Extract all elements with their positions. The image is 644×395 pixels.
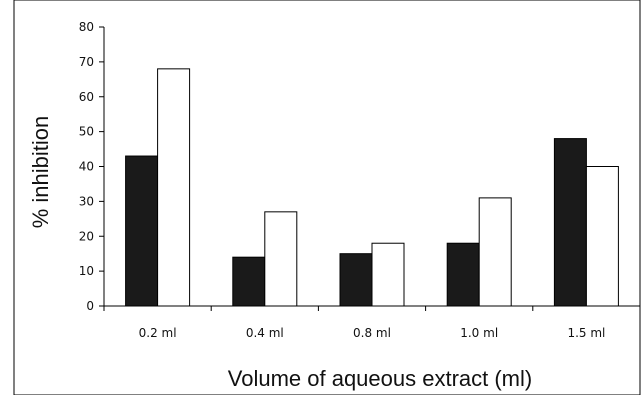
bar (553, 138, 587, 307)
bar (446, 242, 480, 307)
y-tick-label: 30 (79, 194, 94, 208)
bar (125, 155, 159, 307)
y-tick-label: 10 (79, 264, 94, 278)
plot-frame (13, 0, 641, 395)
y-tick-label: 70 (79, 55, 94, 69)
bar (339, 253, 373, 307)
bar (585, 166, 619, 307)
y-tick-label: 40 (79, 160, 94, 174)
x-tick-label: 0.4 ml (246, 326, 284, 340)
x-tick-label: 1.5 ml (567, 326, 605, 340)
y-axis-title: % inhibition (28, 116, 53, 229)
bar (264, 211, 298, 307)
y-tick-label: 0 (86, 299, 94, 313)
x-tick-label: 0.2 ml (139, 326, 177, 340)
y-tick-label: 50 (79, 125, 94, 139)
y-tick-label: 80 (79, 20, 94, 34)
bar (232, 256, 266, 307)
bar (371, 242, 405, 307)
bar (478, 197, 512, 307)
y-tick-label: 60 (79, 90, 94, 104)
x-tick-label: 1.0 ml (460, 326, 498, 340)
x-tick-label: 0.8 ml (353, 326, 391, 340)
y-tick-label: 20 (79, 229, 94, 243)
x-axis-title: Volume of aqueous extract (ml) (228, 366, 532, 391)
bar (157, 68, 191, 307)
